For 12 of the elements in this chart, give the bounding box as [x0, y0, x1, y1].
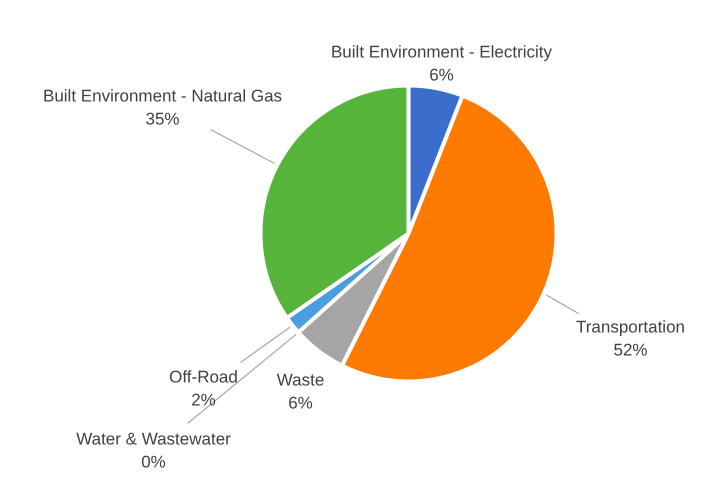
text: 0%	[141, 452, 166, 472]
data-label: 6%	[429, 66, 454, 84]
data-label: 35%	[145, 110, 180, 128]
category-label: Water & Wastewater	[76, 430, 231, 448]
slice-label: Waste	[276, 370, 324, 390]
data-label: 2%	[191, 390, 216, 410]
slice-label: Transportation	[576, 318, 685, 336]
data-label: 52%	[613, 340, 648, 360]
data-label: 6%	[288, 394, 313, 412]
slice-label: Off-Road	[169, 368, 238, 386]
slice-label: Built Environment - Electricity	[330, 42, 553, 62]
slice-label: Built Environment - Natural Gas	[42, 86, 282, 106]
